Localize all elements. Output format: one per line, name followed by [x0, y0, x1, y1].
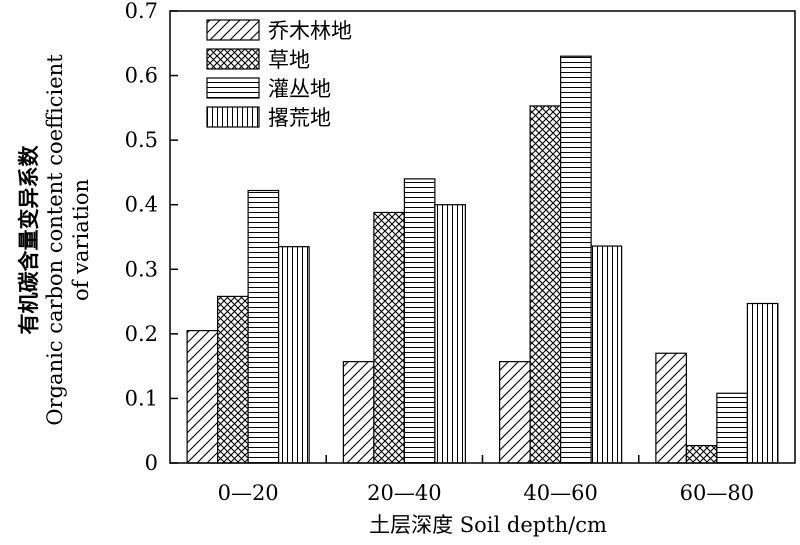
y-axis-title-line-3: of variation	[69, 179, 93, 301]
legend-swatch-2	[206, 48, 260, 70]
x-tick-label: 20—40	[367, 481, 441, 505]
bar-3-4	[716, 392, 748, 464]
y-axis-ticks: 0 0.1 0.2 0.3 0.4 0.5 0.6 0.7	[125, 0, 178, 475]
x-tick-label: 0—20	[218, 481, 279, 505]
y-tick-label: 0.6	[125, 64, 158, 88]
bar-4-1	[278, 246, 310, 464]
y-tick-label: 0.1	[125, 386, 158, 410]
x-axis-ticks: 0—20 20—40 40—60 60—80	[218, 455, 754, 505]
legend-label-3: 灌丛地	[268, 77, 331, 101]
bar-3-2	[403, 178, 436, 464]
legend-label-1: 乔木林地	[268, 19, 352, 43]
y-axis-title-line-2: Organic carbon content coefficient	[43, 54, 67, 426]
bar-2-4	[685, 444, 718, 464]
x-tick-label: 40—60	[523, 481, 597, 505]
y-tick-label: 0.2	[125, 322, 158, 346]
legend-label-4: 撂荒地	[268, 106, 331, 130]
bar-1-2	[342, 361, 375, 464]
bar-2-2	[373, 211, 405, 464]
x-tick-label: 60—80	[680, 481, 754, 505]
y-tick-label: 0.3	[125, 257, 158, 281]
x-axis-title: 土层深度 Soil depth/cm	[369, 513, 607, 537]
legend-swatch-4	[206, 106, 260, 128]
bar-3-3	[560, 55, 592, 464]
bar-1-4	[655, 352, 687, 464]
plot-frame	[169, 10, 796, 464]
bar-2-3	[529, 105, 562, 464]
legend-swatch-3	[206, 77, 260, 99]
legend-swatch-1	[206, 19, 260, 41]
y-tick-label: 0.5	[125, 128, 158, 152]
y-axis-title: 有机碳含量变异系数 Organic carbon content coeffic…	[16, 54, 93, 426]
bar-1-1	[186, 330, 219, 464]
y-tick-label: 0	[145, 451, 158, 475]
bar-1-3	[499, 361, 531, 464]
bar-4-3	[590, 245, 623, 464]
y-axis-title-line-1: 有机碳含量变异系数	[16, 145, 41, 335]
y-tick-label: 0.4	[125, 193, 158, 217]
bar-2-1	[217, 295, 249, 464]
bar-3-1	[247, 189, 280, 464]
bar-4-4	[746, 302, 779, 464]
bar-4-2	[434, 204, 466, 464]
legend-label-2: 草地	[268, 48, 310, 72]
y-tick-label: 0.7	[125, 0, 158, 23]
